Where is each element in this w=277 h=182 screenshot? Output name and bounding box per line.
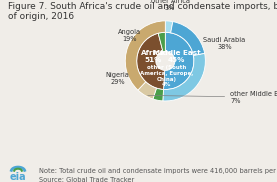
Text: Source: Global Trade Tracker: Source: Global Trade Tracker — [39, 177, 134, 182]
Text: Figure 7. South Africa's crude oil and condensate imports, by country
of origin,: Figure 7. South Africa's crude oil and c… — [8, 2, 277, 21]
Wedge shape — [125, 21, 165, 90]
Text: Middle East
45%: Middle East 45% — [153, 50, 201, 63]
Wedge shape — [158, 32, 165, 52]
Wedge shape — [153, 88, 163, 101]
Wedge shape — [163, 54, 205, 101]
Wedge shape — [137, 33, 165, 90]
Text: Nigeria
29%: Nigeria 29% — [106, 72, 130, 85]
Text: Angola
19%: Angola 19% — [117, 29, 141, 42]
Text: eia: eia — [10, 172, 26, 182]
Text: Saudi Arabia
38%: Saudi Arabia 38% — [203, 37, 245, 50]
Text: Note: Total crude oil and condensate imports were 416,000 barrels per day.: Note: Total crude oil and condensate imp… — [39, 168, 277, 174]
Wedge shape — [165, 21, 173, 33]
Text: other Africa
3%: other Africa 3% — [151, 0, 189, 11]
Wedge shape — [171, 22, 205, 56]
Text: other Middle East
7%: other Middle East 7% — [148, 91, 277, 104]
Wedge shape — [138, 82, 157, 99]
Text: Africa
51%: Africa 51% — [141, 50, 165, 63]
Wedge shape — [163, 32, 194, 90]
Text: other (South
America, Europe,
China)
4%: other (South America, Europe, China) 4% — [140, 65, 193, 87]
